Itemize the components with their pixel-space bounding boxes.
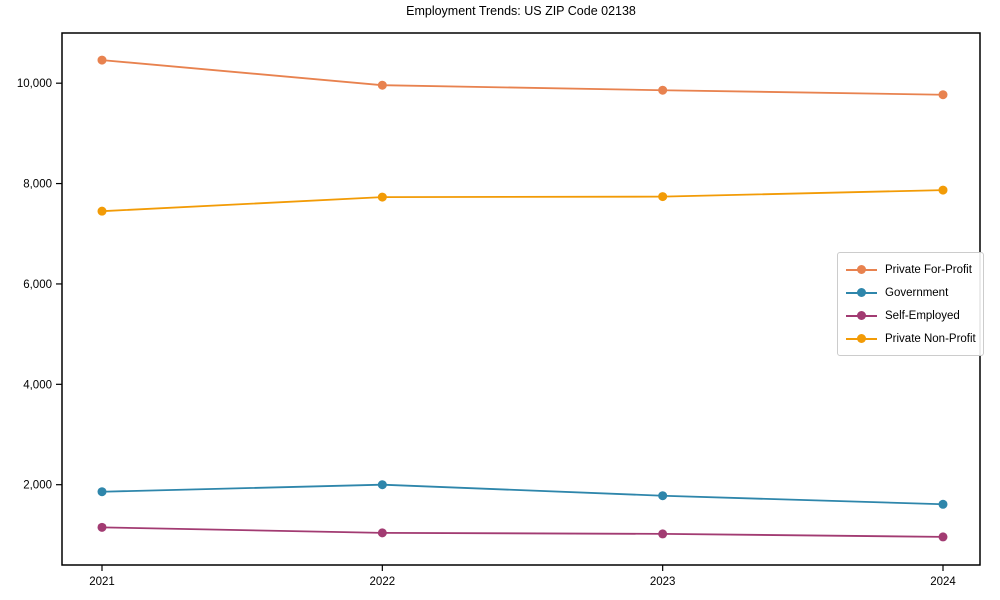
data-point: [377, 192, 387, 202]
series-line-private-for-profit: [101, 59, 944, 96]
y-tick-label: 6,000: [23, 279, 52, 291]
legend-item: Private For-Profit: [846, 260, 974, 279]
data-point: [97, 487, 107, 497]
x-tick-label: 2021: [89, 576, 115, 588]
legend-item: Government: [846, 283, 974, 302]
data-point: [658, 192, 668, 202]
data-point: [658, 85, 668, 95]
legend-label: Self-Employed: [885, 309, 960, 322]
data-point: [658, 491, 668, 501]
data-point: [97, 522, 107, 532]
legend-line-marker-icon: [846, 288, 877, 298]
x-tick-label: 2022: [370, 576, 396, 588]
data-point: [377, 480, 387, 490]
legend-label: Private For-Profit: [885, 263, 972, 276]
legend-item: Self-Employed: [846, 306, 974, 325]
legend-item: Private Non-Profit: [846, 329, 976, 348]
y-tick-label: 10,000: [17, 78, 52, 90]
x-tick-label: 2023: [650, 576, 676, 588]
legend-label: Private Non-Profit: [885, 332, 976, 345]
chart-legend: Private For-Profit Government Self-Employe…: [837, 252, 984, 356]
series-line-private-non-profit: [101, 189, 944, 213]
data-point: [97, 206, 107, 216]
legend-line-marker-icon: [846, 311, 877, 321]
y-tick-label: 4,000: [23, 379, 52, 391]
data-point: [377, 528, 387, 538]
x-tick-label: 2024: [930, 576, 956, 588]
legend-line-marker-icon: [846, 265, 877, 275]
legend-line-marker-icon: [846, 334, 877, 344]
data-point: [938, 499, 948, 509]
series-line-government: [101, 483, 944, 506]
series-line-self-employed: [101, 526, 944, 538]
data-point: [938, 90, 948, 100]
data-point: [938, 532, 948, 542]
chart-title: Employment Trends: US ZIP Code 02138: [406, 4, 636, 18]
data-point: [377, 80, 387, 90]
data-point: [938, 185, 948, 195]
data-point: [658, 529, 668, 539]
legend-label: Government: [885, 286, 949, 299]
data-point: [97, 55, 107, 65]
y-tick-label: 2,000: [23, 480, 52, 492]
y-tick-label: 8,000: [23, 179, 52, 191]
